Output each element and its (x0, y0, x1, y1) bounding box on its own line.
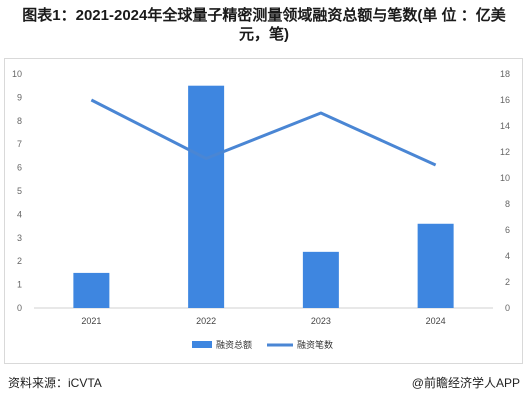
legend-line-label: 融资笔数 (297, 339, 333, 350)
left-tick-label: 6 (17, 163, 22, 173)
bar (417, 223, 454, 308)
brand-label: @前瞻经济学人APP (411, 376, 520, 390)
right-tick-label: 10 (500, 173, 510, 183)
x-tick-label: 2022 (196, 316, 216, 326)
left-tick-label: 1 (17, 280, 22, 290)
left-tick-label: 7 (17, 139, 22, 149)
bar (73, 272, 110, 308)
left-tick-label: 9 (17, 92, 22, 102)
line-series (90, 98, 437, 167)
right-tick-label: 16 (500, 95, 510, 105)
legend-bar-swatch (192, 341, 212, 348)
left-tick-label: 0 (17, 303, 22, 313)
source-label: 资料来源：iCVTA (8, 376, 102, 390)
right-tick-label: 8 (505, 199, 510, 209)
left-tick-label: 4 (17, 209, 22, 219)
left-tick-label: 2 (17, 256, 22, 266)
right-tick-label: 6 (505, 225, 510, 235)
chart-frame (4, 58, 523, 364)
right-tick-label: 12 (500, 147, 510, 157)
x-tick-label: 2021 (81, 316, 101, 326)
bar (302, 251, 339, 308)
chart-title: 图表1：2021-2024年全球量子精密测量领域融资总额与笔数(单 位 ：亿美元… (22, 7, 506, 43)
x-tick-label: 2023 (311, 316, 331, 326)
bar (188, 85, 225, 308)
right-tick-label: 4 (505, 251, 510, 261)
left-tick-label: 8 (17, 116, 22, 126)
right-tick-label: 14 (500, 121, 510, 131)
right-tick-label: 0 (505, 303, 510, 313)
left-tick-label: 5 (17, 186, 22, 196)
left-tick-label: 10 (12, 69, 22, 79)
right-tick-label: 18 (500, 69, 510, 79)
x-tick-label: 2024 (426, 316, 446, 326)
left-tick-label: 3 (17, 233, 22, 243)
legend-bar-label: 融资总额 (216, 339, 252, 350)
right-tick-label: 2 (505, 277, 510, 287)
